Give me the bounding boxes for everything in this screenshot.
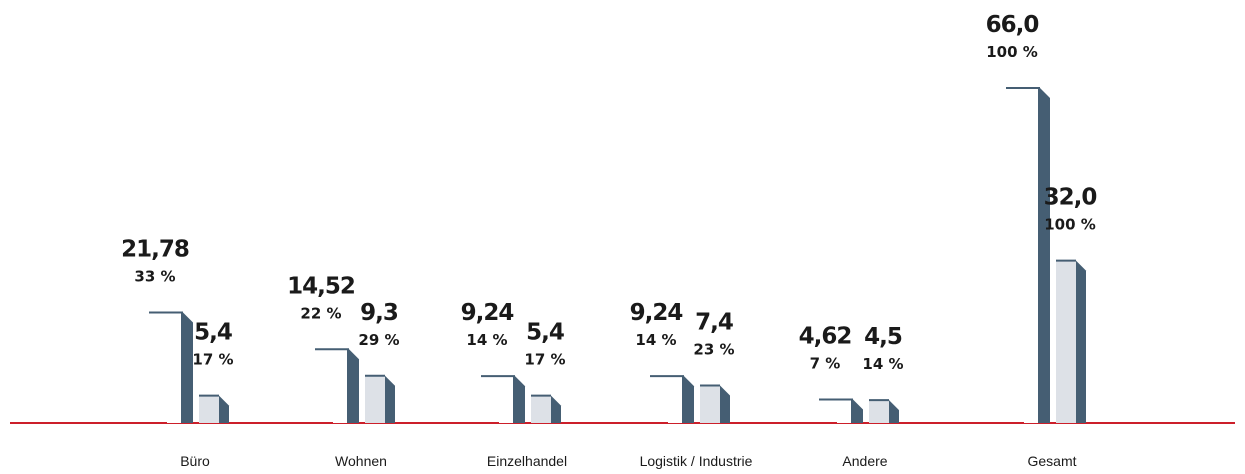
bar-share-label: 14 % xyxy=(862,355,903,373)
category-label: Büro xyxy=(180,453,210,469)
bar-front-dark xyxy=(1024,88,1040,423)
bar-side-light xyxy=(551,395,561,423)
bar-value-label: 9,24 xyxy=(461,300,514,326)
category-label: Wohnen xyxy=(335,453,387,469)
category-label: Andere xyxy=(842,453,887,469)
bar-value-label: 5,4 xyxy=(194,320,232,346)
bar-side-dark xyxy=(1040,88,1050,423)
bar-share-label: 17 % xyxy=(192,351,233,369)
category-label: Logistik / Industrie xyxy=(640,453,753,469)
bar-front-light xyxy=(1056,260,1076,423)
bar-side-light xyxy=(889,400,899,423)
bar-share-label: 22 % xyxy=(300,304,341,322)
bar-front-light xyxy=(531,395,551,423)
bar-side-light xyxy=(720,385,730,423)
bar-value-label: 9,3 xyxy=(360,300,398,326)
bar-value-label: 4,62 xyxy=(799,324,852,350)
bar-side-light xyxy=(219,395,229,423)
bar-side-dark xyxy=(349,349,359,423)
bar-side-dark xyxy=(853,399,863,423)
bar-value-label: 32,0 xyxy=(1044,185,1097,211)
bar-value-label: 5,4 xyxy=(526,320,564,346)
bar-share-label: 7 % xyxy=(810,355,841,373)
bar-share-label: 14 % xyxy=(635,331,676,349)
category-label: Gesamt xyxy=(1027,453,1076,469)
bar-value-label: 9,24 xyxy=(630,300,683,326)
bar-side-light xyxy=(1076,260,1086,423)
bar-front-dark xyxy=(167,312,183,423)
bar-share-label: 23 % xyxy=(693,340,734,358)
bar-value-label: 14,52 xyxy=(287,273,355,299)
bar-value-label: 4,5 xyxy=(864,324,902,350)
bar-value-label: 7,4 xyxy=(695,309,733,335)
bar-side-dark xyxy=(183,312,193,423)
bar-value-label: 21,78 xyxy=(121,236,189,262)
bar-share-label: 100 % xyxy=(986,43,1038,61)
bar-edge-dark xyxy=(181,312,183,423)
bar-front-light xyxy=(199,395,219,423)
bar-edge-dark xyxy=(1038,88,1040,423)
bar-share-label: 29 % xyxy=(358,331,399,349)
bar-edge-dark xyxy=(513,376,515,423)
bar-value-label: 66,0 xyxy=(986,12,1039,38)
bar-share-label: 17 % xyxy=(524,351,565,369)
bar-front-light xyxy=(869,400,889,423)
bar-front-light xyxy=(365,375,385,423)
bar-front-dark xyxy=(837,399,853,423)
bar-front-light xyxy=(700,385,720,423)
bar-edge-dark xyxy=(347,349,349,423)
bar-share-label: 14 % xyxy=(466,331,507,349)
category-label: Einzelhandel xyxy=(487,453,567,469)
bar-side-dark xyxy=(515,376,525,423)
bar-front-dark xyxy=(499,376,515,423)
bar-side-light xyxy=(385,375,395,423)
bar-front-dark xyxy=(668,376,684,423)
bar-share-label: 100 % xyxy=(1044,216,1096,234)
bar-front-dark xyxy=(333,349,349,423)
bar-side-dark xyxy=(684,376,694,423)
bar-share-label: 33 % xyxy=(134,267,175,285)
bar-edge-dark xyxy=(851,399,853,423)
bar-edge-dark xyxy=(682,376,684,423)
